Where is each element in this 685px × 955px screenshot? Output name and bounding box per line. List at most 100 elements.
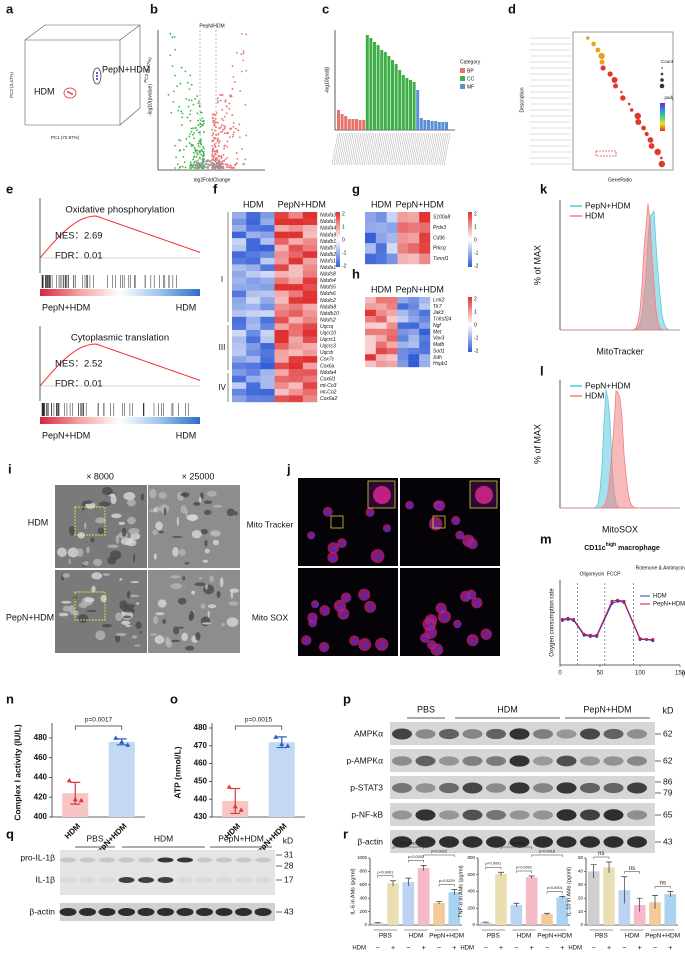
- dot: [239, 136, 241, 139]
- dot: [208, 160, 211, 163]
- label: Ndufa8: [320, 304, 336, 310]
- dot: [178, 138, 180, 141]
- heat-cell: [232, 277, 247, 285]
- dot: [173, 90, 175, 93]
- rank-bar: [40, 417, 200, 424]
- heat-cell: [274, 388, 289, 396]
- label: 17: [284, 874, 294, 884]
- heat-cell: [365, 297, 377, 304]
- label: -1: [342, 250, 347, 256]
- dot: [190, 130, 193, 133]
- dot: [223, 160, 226, 162]
- dot: [190, 127, 193, 130]
- band: [462, 809, 483, 821]
- band: [533, 729, 553, 739]
- heat-cell: [288, 238, 304, 245]
- heat-cell: [302, 212, 318, 219]
- label: β-actin: [357, 836, 383, 846]
- dot: [202, 122, 205, 125]
- rule: [402, 132, 409, 166]
- dot: [218, 141, 220, 144]
- band: [603, 836, 624, 848]
- dot: [232, 76, 235, 78]
- dot: [226, 156, 229, 159]
- dot: [189, 133, 192, 135]
- heat-cell: [397, 347, 409, 355]
- label: HDM: [371, 284, 392, 294]
- dot: [198, 100, 200, 103]
- dot: [641, 125, 646, 131]
- heat-cell: [260, 343, 275, 350]
- heat-cell: [274, 231, 289, 239]
- organelle: [81, 501, 86, 511]
- heat-cell: [408, 303, 420, 310]
- rule: [341, 132, 348, 166]
- band: [462, 729, 483, 739]
- bracket: [392, 846, 424, 849]
- heat-cell: [246, 284, 261, 291]
- organelle: [126, 539, 137, 547]
- label: I: [221, 275, 223, 284]
- heat-cell: [260, 238, 275, 245]
- dot: [167, 93, 170, 96]
- bar-shape: [391, 60, 394, 130]
- heat-cell: [408, 316, 420, 323]
- heat-cell: [232, 336, 247, 344]
- label: Uqcrc3: [320, 344, 336, 350]
- label: PBS: [595, 933, 609, 940]
- dot: [223, 124, 225, 127]
- dot: [230, 94, 233, 97]
- heat-cell: [260, 270, 275, 278]
- dot: [224, 126, 226, 128]
- bar-shape: [376, 45, 380, 130]
- organelle: [212, 539, 220, 546]
- heat-cell: [274, 310, 289, 318]
- bracket: [423, 854, 455, 857]
- heat-cell: [274, 356, 289, 363]
- heat-cell: [375, 309, 387, 317]
- label: FCCP: [607, 571, 621, 577]
- dot: [212, 132, 215, 135]
- label: -1: [474, 250, 479, 256]
- organelle: [184, 508, 188, 517]
- heat-cell: [302, 362, 318, 370]
- organelle: [68, 558, 71, 565]
- organelle: [234, 511, 238, 516]
- organelle: [58, 612, 69, 617]
- heat-cell: [288, 257, 304, 265]
- organelle: [177, 597, 187, 605]
- nucleus: [380, 642, 386, 648]
- heat-cell: [246, 349, 261, 357]
- label: PepN+HDM: [42, 430, 90, 440]
- organelle: [152, 529, 158, 536]
- heat-cell: [302, 395, 318, 403]
- dot: [216, 156, 219, 159]
- dot: [595, 47, 601, 53]
- heat-cell: [274, 316, 289, 324]
- organelle: [86, 546, 90, 554]
- dot: [206, 159, 208, 162]
- label: kD: [283, 835, 293, 845]
- band: [556, 755, 577, 767]
- dot: [169, 32, 172, 35]
- band: [196, 877, 213, 883]
- size-key: [660, 72, 664, 76]
- dot: [236, 157, 239, 160]
- organelle: [95, 630, 106, 641]
- heat-cell: [260, 231, 275, 239]
- band: [60, 877, 76, 883]
- heat-cell: [365, 347, 377, 355]
- heat-cell: [419, 297, 431, 304]
- band: [556, 836, 577, 848]
- series-line: [562, 599, 653, 640]
- organelle: [220, 577, 224, 588]
- point: [588, 633, 592, 637]
- y-tick-label: 600: [359, 882, 367, 887]
- label: IL-10 in AMs (pg/ml): [566, 867, 572, 916]
- heat-cell: [397, 335, 409, 342]
- heat-cell: [302, 323, 318, 331]
- heat-cell: [408, 341, 420, 349]
- organelle: [86, 610, 98, 613]
- organelle: [204, 548, 210, 554]
- organelle: [199, 496, 202, 503]
